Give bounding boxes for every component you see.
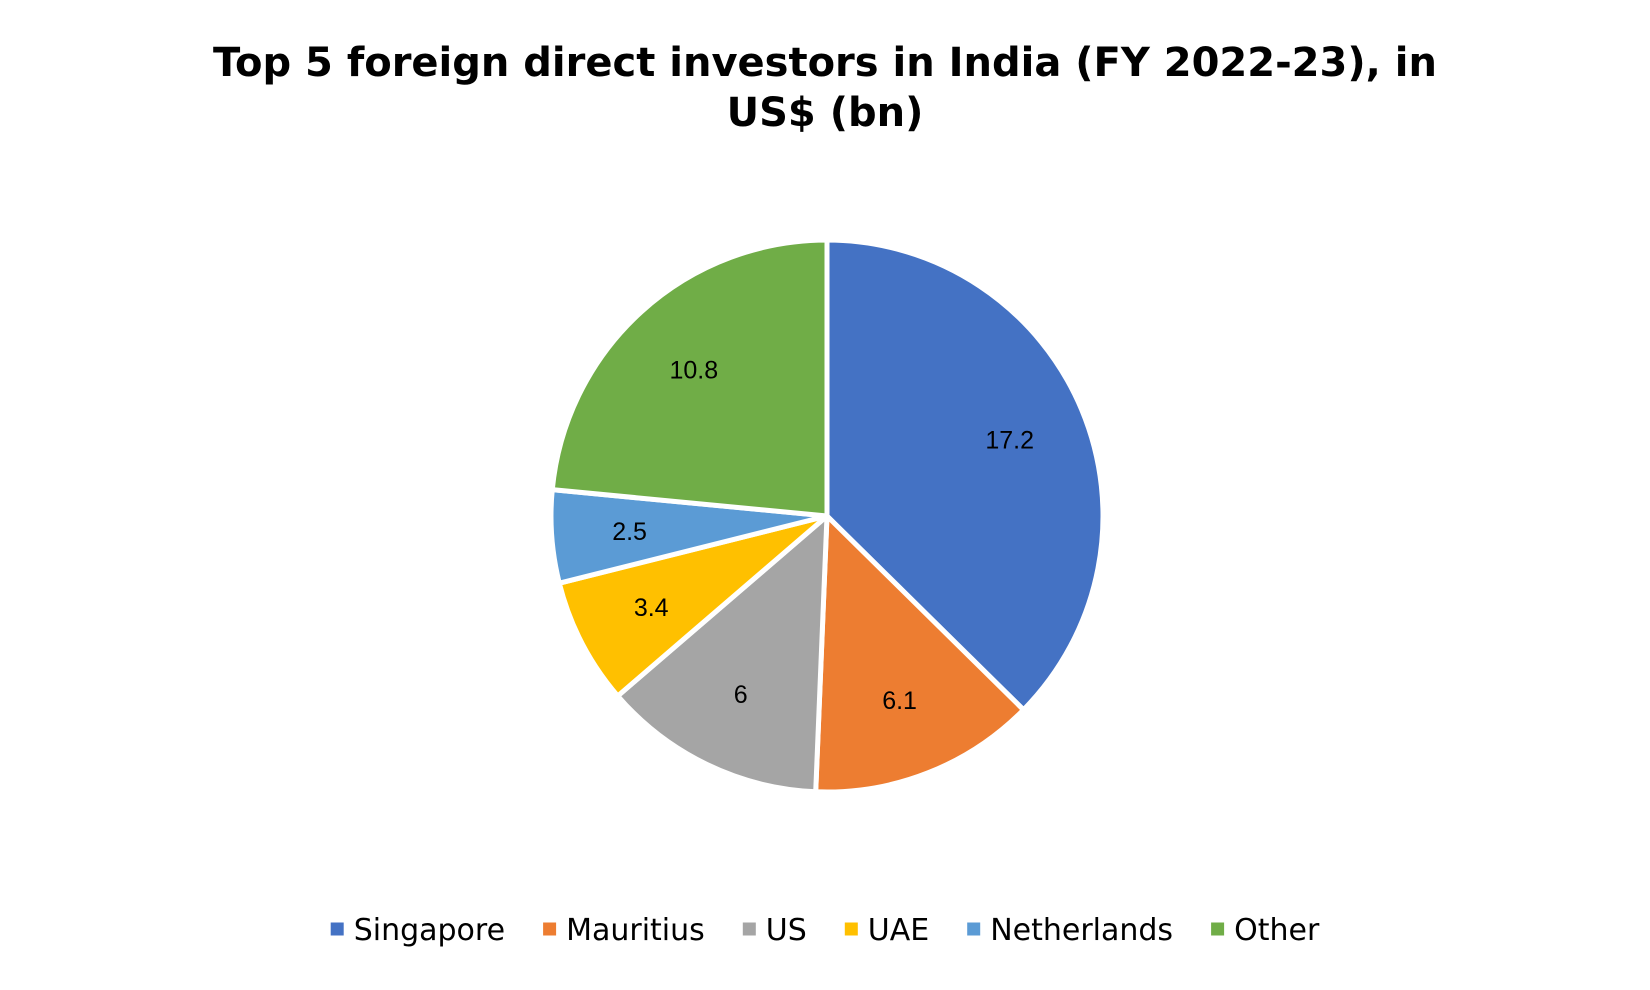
legend-swatch-singapore <box>330 922 344 936</box>
pie-slice-other <box>549 237 830 519</box>
legend-swatch-uae <box>844 922 858 936</box>
legend-swatch-other <box>1211 922 1225 936</box>
chart-title-line-1: Top 5 foreign direct investors in India … <box>213 40 1437 86</box>
data-label-uae: 3.4 <box>634 594 669 622</box>
legend-label-netherlands: Netherlands <box>990 913 1173 948</box>
data-label-other: 10.8 <box>669 357 718 385</box>
legend-item-uae: UAE <box>844 913 929 948</box>
legend-swatch-netherlands <box>967 922 981 936</box>
legend-label-singapore: Singapore <box>354 913 505 948</box>
legend-swatch-mauritius <box>543 922 557 936</box>
pie-slices <box>548 237 1106 795</box>
legend-item-other: Other <box>1211 913 1320 948</box>
legend-item-us: US <box>742 913 807 948</box>
legend: Singapore Mauritius US UAE Netherlands Other <box>330 913 1320 948</box>
pie-slice-singapore <box>824 237 1106 713</box>
legend-label-mauritius: Mauritius <box>566 913 705 948</box>
legend-label-uae: UAE <box>868 913 929 948</box>
chart-title-line-2: US$ (bn) <box>727 90 924 136</box>
data-label-singapore: 17.2 <box>985 427 1034 455</box>
chart-title: Top 5 foreign direct investors in India … <box>213 40 1437 136</box>
pie-slice-uae <box>556 513 830 699</box>
data-label-mauritius: 6.1 <box>882 687 917 715</box>
pie-slice-us <box>615 513 830 795</box>
data-label-us: 6 <box>734 681 748 709</box>
legend-item-mauritius: Mauritius <box>543 913 705 948</box>
legend-label-us: US <box>766 913 807 948</box>
pie-slice-mauritius <box>813 513 1026 795</box>
legend-item-netherlands: Netherlands <box>967 913 1173 948</box>
data-label-netherlands: 2.5 <box>612 518 647 546</box>
legend-label-other: Other <box>1234 913 1320 948</box>
legend-item-singapore: Singapore <box>330 913 505 948</box>
data-labels: 17.2 6.1 6 3.4 2.5 10.8 <box>612 357 1034 716</box>
legend-swatch-us <box>742 922 756 936</box>
